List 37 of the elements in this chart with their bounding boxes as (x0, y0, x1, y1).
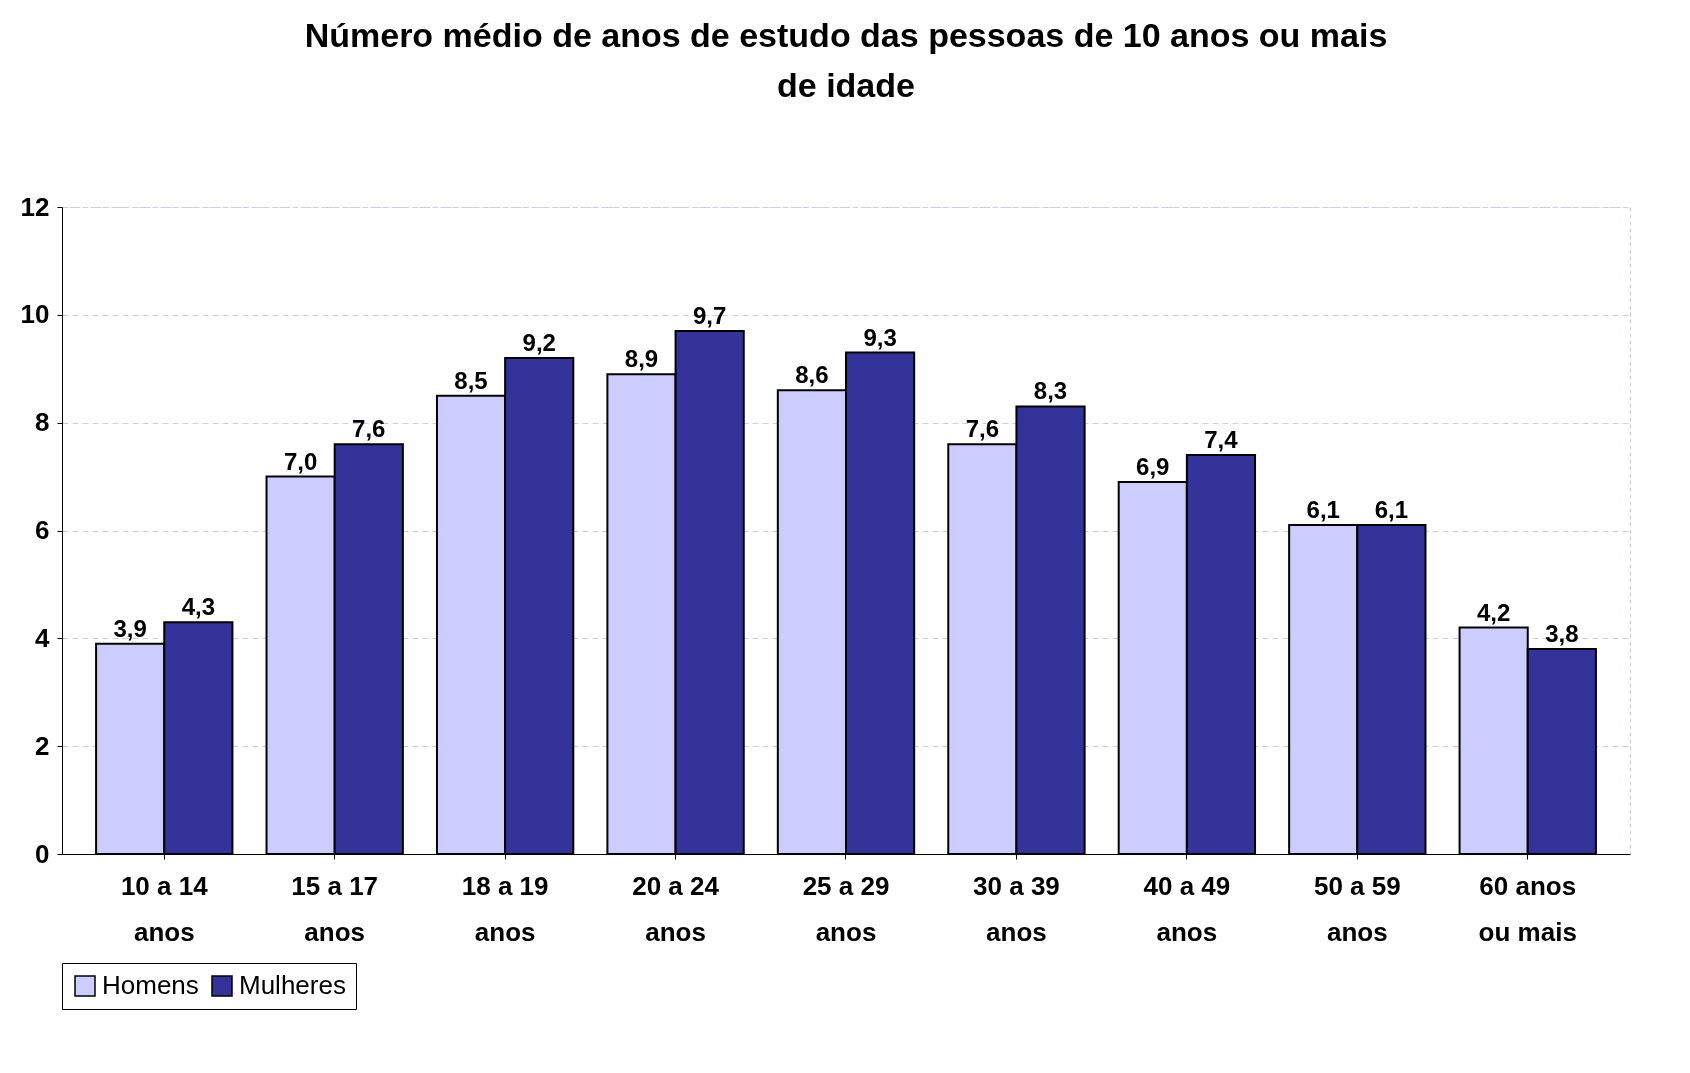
legend-label: Homens (102, 970, 199, 1000)
data-label: 9,3 (863, 323, 897, 351)
x-tick-label: 40 a 49 anos (1143, 870, 1231, 947)
chart-title: Número médio de anos de estudo das pessoas de 10 anos ou mais de idade (304, 16, 1388, 104)
data-label: 7,6 (352, 415, 386, 443)
y-tick-label: 2 (35, 730, 50, 761)
data-label: 7,6 (965, 415, 1000, 443)
x-tick-label: 25 a 29 anos (802, 870, 890, 947)
data-label: 8,9 (624, 345, 659, 373)
x-tick-label: 50 a 59 anos (1313, 870, 1401, 947)
y-tick-label: 12 (20, 191, 50, 222)
data-label: 3,8 (1545, 620, 1579, 648)
data-label: 7,4 (1204, 426, 1239, 454)
data-label: 9,7 (692, 302, 727, 330)
legend-label: Mulheres (239, 970, 346, 1000)
y-tick-label: 6 (35, 515, 50, 545)
y-tick-label: 0 (35, 838, 50, 869)
data-label: 6,1 (1374, 496, 1409, 524)
data-label: 6,9 (1136, 452, 1170, 480)
x-tick-label: 20 a 24 anos (632, 870, 720, 947)
x-tick-label: 60 anos ou mais (1478, 870, 1577, 947)
data-label: 6,1 (1306, 496, 1340, 524)
data-label: 9,2 (522, 328, 556, 356)
x-tick-label: 10 a 14 anos (120, 870, 209, 947)
y-tick-label: 8 (35, 407, 50, 438)
x-tick-label: 18 a 19 anos (461, 870, 549, 947)
data-label: 4,2 (1476, 598, 1511, 626)
x-tick-label: 30 a 39 anos (973, 870, 1060, 947)
data-label: 7,0 (283, 447, 318, 475)
data-label: 8,6 (795, 361, 829, 389)
y-tick-label: 10 (20, 299, 50, 330)
data-label: 3,9 (113, 614, 147, 642)
x-tick-label: 15 a 17 anos (291, 870, 379, 947)
y-tick-label: 4 (35, 622, 51, 653)
data-label: 8,3 (1033, 377, 1068, 405)
data-label: 8,5 (454, 366, 488, 394)
data-label: 4,3 (181, 593, 216, 621)
